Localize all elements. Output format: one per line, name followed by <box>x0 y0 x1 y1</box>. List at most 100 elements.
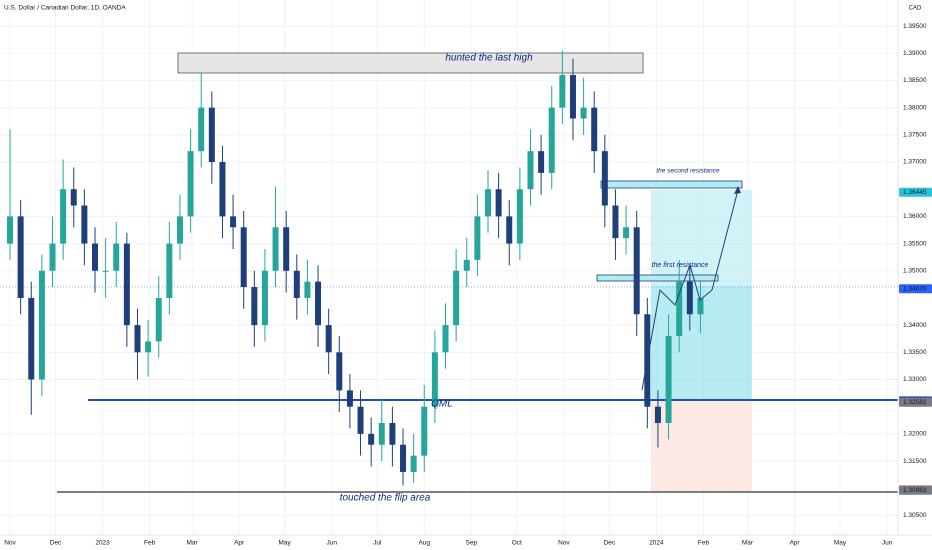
x-tick-label: Mar <box>742 540 754 547</box>
x-tick-label: Apr <box>789 540 800 547</box>
candle-body <box>431 352 438 407</box>
candle-body <box>208 107 215 163</box>
candle-body <box>187 151 194 217</box>
x-tick-label: Dec <box>604 540 616 547</box>
x-tick-label: Feb <box>144 540 156 547</box>
candle-body <box>113 243 120 271</box>
annotation: QML <box>431 399 453 410</box>
y-tick-label: 1.32000 <box>903 431 927 438</box>
candle-body <box>145 341 152 353</box>
x-tick-label: Dec <box>50 540 62 547</box>
candle-body <box>548 107 555 173</box>
candle-body <box>400 444 407 472</box>
candle-body <box>28 297 35 380</box>
candle-body <box>421 406 428 456</box>
price-tag-label: 1.30963 <box>903 487 927 494</box>
candle-body <box>654 406 661 423</box>
candle-body <box>315 281 322 326</box>
candle-body <box>676 281 683 337</box>
candle-body <box>538 151 545 173</box>
y-tick-label: 1.37500 <box>903 132 927 139</box>
price-tag-label: 1.36445 <box>903 189 927 196</box>
annotation: hunted the last high <box>445 53 533 64</box>
currency: CAD <box>909 6 922 12</box>
candle-body <box>516 189 523 244</box>
second-resistance-box <box>600 180 743 189</box>
candle-body <box>527 151 534 190</box>
target-zone <box>651 190 752 286</box>
x-tick-label: Jun <box>882 540 893 547</box>
candle-body <box>240 227 247 288</box>
candle-body <box>580 107 587 119</box>
annotation: touched the flip area <box>340 493 431 504</box>
price-tag <box>899 485 932 495</box>
candle-body <box>198 107 205 152</box>
candle-body <box>293 270 300 298</box>
candle-body <box>70 189 77 206</box>
annotation: the first resistance <box>652 262 709 269</box>
y-tick-label: 1.35000 <box>903 267 927 274</box>
x-tick-label: 2024 <box>649 540 664 547</box>
candle-body <box>389 422 396 445</box>
y-tick-label: 1.39000 <box>903 50 927 57</box>
candle-body <box>261 270 268 326</box>
x-tick-label: Feb <box>698 540 710 547</box>
candle-body <box>49 243 56 271</box>
y-tick-label: 1.38500 <box>903 77 927 84</box>
y-tick-label: 1.36000 <box>903 213 927 220</box>
candle-body <box>623 227 630 239</box>
y-tick-label: 1.39500 <box>903 23 927 30</box>
x-tick-label: May <box>279 540 292 547</box>
y-tick-label: 1.38000 <box>903 104 927 111</box>
candle-body <box>60 189 67 244</box>
x-tick-label: Apr <box>234 540 245 547</box>
candle-body <box>612 205 619 239</box>
high-box <box>177 52 644 74</box>
candle-body <box>38 270 45 380</box>
candle-body <box>91 243 98 271</box>
candle-body <box>686 281 693 315</box>
x-tick-label: Jun <box>326 540 337 547</box>
candle-body <box>346 390 353 407</box>
price-tag <box>899 187 932 197</box>
candle-body <box>495 189 502 217</box>
price-tag <box>899 284 932 294</box>
candle-body <box>591 107 598 152</box>
y-tick-label: 1.30500 <box>903 512 927 519</box>
candle-body <box>569 75 576 119</box>
candle-body <box>272 227 279 271</box>
candle-body <box>506 216 513 244</box>
candle-body <box>304 281 311 298</box>
candle-body <box>601 151 608 206</box>
x-tick-label: 2023 <box>95 540 110 547</box>
chart-title: U.S. Dollar / Canadian Dollar, 1D, OANDA <box>4 5 126 12</box>
axes: 1.39500 1.39000 1.38500 1.38000 1.37500 1.370… <box>4 23 932 547</box>
candle-body <box>559 75 566 108</box>
candle-body <box>697 297 704 315</box>
x-tick-label: Oct <box>512 540 522 547</box>
x-tick-label: Mar <box>187 540 199 547</box>
candle-body <box>633 227 640 315</box>
candle-body <box>474 216 481 260</box>
candle-body <box>81 205 88 244</box>
candle-body <box>283 227 290 271</box>
candle-body <box>166 243 173 298</box>
x-tick-label: Sep <box>466 540 478 547</box>
price-tag <box>899 397 932 407</box>
x-tick-label: Nov <box>558 540 570 547</box>
candle-body <box>484 189 491 217</box>
candle-body <box>134 325 141 353</box>
y-tick-label: 1.31500 <box>903 458 927 465</box>
y-tick-label: 1.34000 <box>903 322 927 329</box>
y-tick-label: 1.33000 <box>903 376 927 383</box>
candle-body <box>251 287 258 326</box>
price-tag-label: 1.34670 <box>903 285 927 292</box>
candles <box>7 50 704 486</box>
candle-body <box>665 336 672 423</box>
price-tag-label: 1.32582 <box>903 399 927 406</box>
candle-body <box>378 422 385 445</box>
candle-body <box>102 270 109 272</box>
candle-body <box>7 216 14 244</box>
